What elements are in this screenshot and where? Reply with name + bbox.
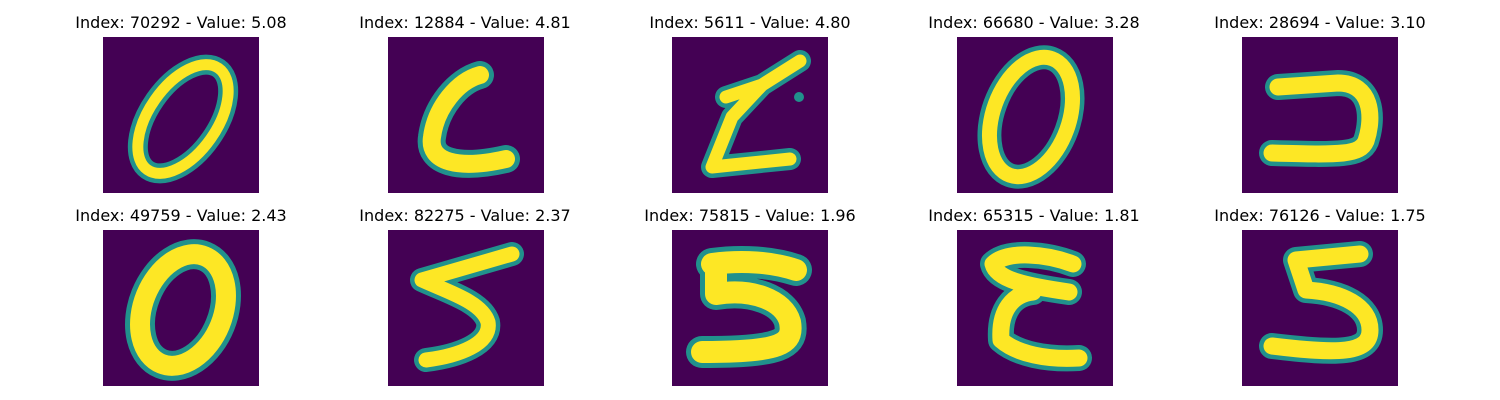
digit-image [388, 37, 544, 193]
digit-image [672, 37, 828, 193]
digit-image [672, 230, 828, 386]
panel-title: Index: 65315 - Value: 1.81 [928, 206, 1140, 225]
digit-image [1242, 230, 1398, 386]
digit-image [103, 37, 259, 193]
panel-title: Index: 70292 - Value: 5.08 [75, 13, 287, 32]
digit-image [957, 37, 1113, 193]
digit-image [957, 230, 1113, 386]
panel-title: Index: 66680 - Value: 3.28 [928, 13, 1140, 32]
digit-image [388, 230, 544, 386]
panel-title: Index: 28694 - Value: 3.10 [1214, 13, 1426, 32]
digit-image [103, 230, 259, 386]
panel-title: Index: 12884 - Value: 4.81 [359, 13, 571, 32]
panel-title: Index: 5611 - Value: 4.80 [649, 13, 851, 32]
panel-title: Index: 76126 - Value: 1.75 [1214, 206, 1426, 225]
digit-image [1242, 37, 1398, 193]
panel-title: Index: 49759 - Value: 2.43 [75, 206, 287, 225]
panel-title: Index: 82275 - Value: 2.37 [359, 206, 571, 225]
panel-title: Index: 75815 - Value: 1.96 [644, 206, 856, 225]
